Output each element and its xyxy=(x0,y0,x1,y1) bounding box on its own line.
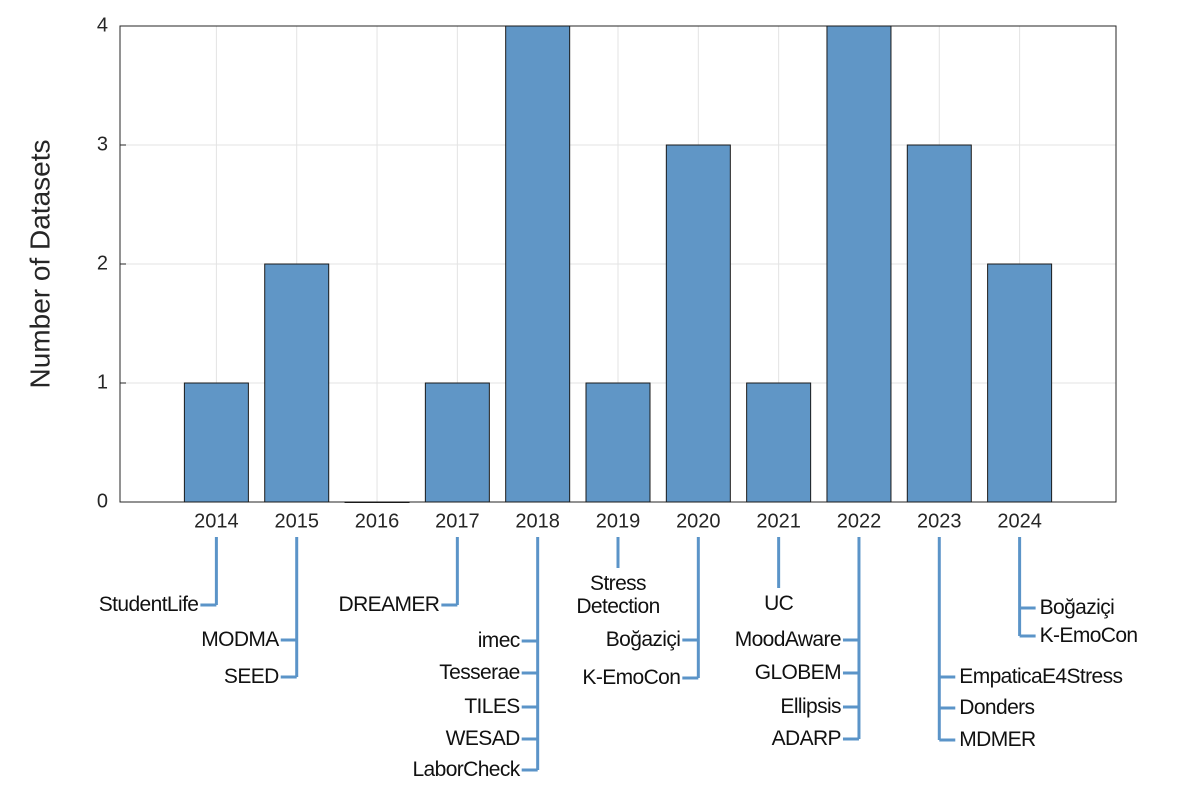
dataset-label: WESAD xyxy=(445,727,521,750)
bar xyxy=(665,144,731,503)
bar xyxy=(987,263,1053,503)
x-tick-label: 2016 xyxy=(355,510,400,532)
dataset-label: GLOBEM xyxy=(754,661,842,684)
dataset-label: Ellipsis xyxy=(780,695,841,718)
x-tick-label: 2024 xyxy=(997,510,1042,532)
bar xyxy=(906,144,972,503)
y-tick-label: 0 xyxy=(97,490,108,512)
bar xyxy=(505,25,571,503)
dataset-label: imec xyxy=(477,629,521,652)
x-tick-label: 2021 xyxy=(756,510,801,532)
dataset-label: MoodAware xyxy=(734,628,842,651)
y-axis-title: Number of Datasets xyxy=(24,140,55,389)
dataset-label: UC xyxy=(764,592,794,615)
y-tick-label: 2 xyxy=(97,252,108,274)
dataset-label: EmpaticaE4Stress xyxy=(959,665,1123,688)
bar xyxy=(344,501,410,503)
bar xyxy=(746,382,812,503)
dataset-label: LaborCheck xyxy=(412,758,520,781)
y-tick-label: 1 xyxy=(97,371,108,393)
dataset-label: Donders xyxy=(959,696,1035,719)
x-tick-label: 2015 xyxy=(274,510,319,532)
dataset-label: Tesserae xyxy=(439,661,520,684)
dataset-label: K-EmoCon xyxy=(1039,624,1139,647)
x-tick-label: 2014 xyxy=(194,510,239,532)
x-tick-label: 2020 xyxy=(676,510,721,532)
dataset-label: Boğaziçi xyxy=(1039,596,1115,619)
dataset-label: K-EmoCon xyxy=(582,666,681,689)
dataset-label: Boğaziçi xyxy=(605,628,681,651)
y-tick-label: 3 xyxy=(97,133,108,155)
bar xyxy=(826,25,892,503)
x-tick-label: 2018 xyxy=(515,510,560,532)
dataset-label: SEED xyxy=(223,665,279,688)
dataset-label: StudentLife xyxy=(98,593,199,616)
dataset-label: Stress Detection xyxy=(576,572,660,618)
bar xyxy=(585,382,651,503)
dataset-label: DREAMER xyxy=(338,593,440,616)
dataset-label: TILES xyxy=(464,695,520,718)
x-tick-label: 2017 xyxy=(435,510,480,532)
bar xyxy=(424,382,490,503)
dataset-label: MDMER xyxy=(959,728,1036,751)
y-tick-label: 4 xyxy=(97,14,108,36)
bar xyxy=(264,263,330,503)
x-tick-label: 2023 xyxy=(917,510,962,532)
dataset-label: MODMA xyxy=(201,628,279,651)
x-tick-label: 2019 xyxy=(596,510,641,532)
bar xyxy=(183,382,249,503)
dataset-label: ADARP xyxy=(771,727,842,750)
x-tick-label: 2022 xyxy=(837,510,882,532)
